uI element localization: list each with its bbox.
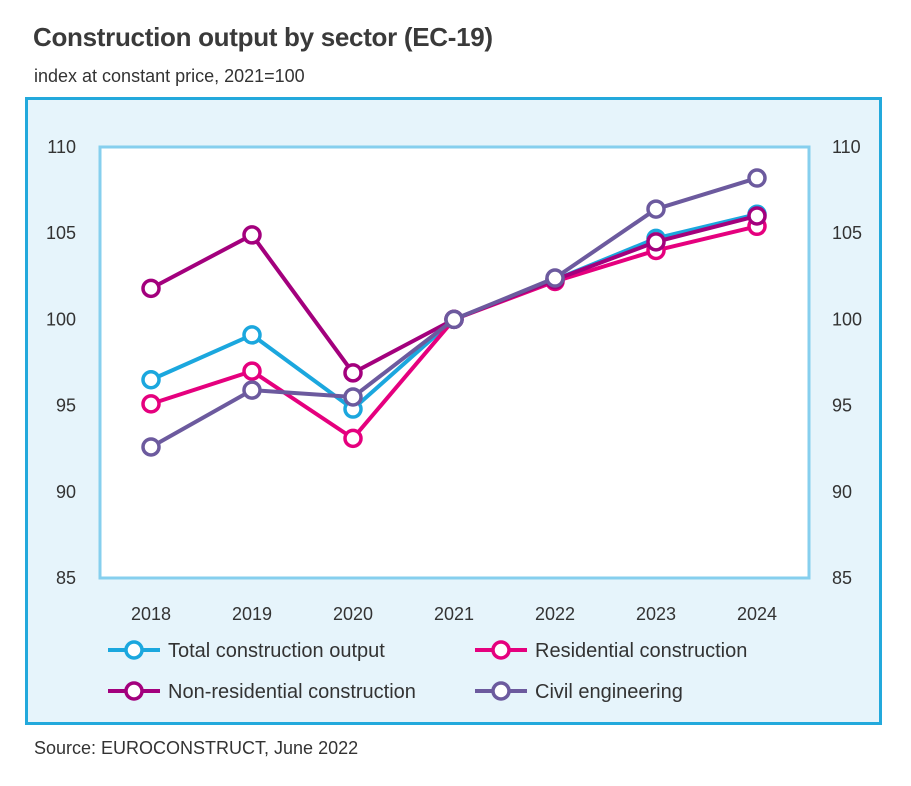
data-point	[444, 309, 464, 330]
y-tick-label-right: 95	[832, 396, 852, 416]
data-point	[242, 380, 262, 400]
y-tick-label-left: 90	[56, 482, 76, 502]
x-tick-label: 2020	[333, 604, 373, 624]
legend-item: Non-residential construction	[108, 681, 416, 703]
x-tick-label: 2022	[535, 604, 575, 624]
x-tick-label: 2021	[434, 604, 474, 624]
data-point	[343, 428, 363, 449]
legend-marker	[491, 640, 511, 660]
series-lines	[141, 168, 767, 457]
data-point	[141, 278, 161, 299]
data-point	[646, 232, 666, 252]
legend-label: Residential construction	[535, 640, 747, 662]
legend-label: Non-residential construction	[168, 681, 416, 703]
x-tick-label: 2023	[636, 604, 676, 624]
data-point	[747, 168, 767, 188]
data-point	[141, 437, 161, 457]
legend: Total construction output Residential con…	[108, 640, 747, 703]
data-point	[242, 225, 262, 245]
legend-label: Total construction output	[168, 640, 385, 662]
y-tick-label-left: 105	[46, 223, 76, 243]
data-point	[545, 268, 565, 288]
y-tick-label-left: 110	[47, 137, 76, 157]
x-tick-label: 2018	[131, 604, 171, 624]
y-axis-left: 85 90 95 100 105 110	[46, 137, 76, 588]
x-tick-label: 2024	[737, 604, 777, 624]
chart-title: Construction output by sector (EC-19)	[33, 22, 493, 52]
data-point	[343, 363, 363, 383]
data-point	[141, 394, 161, 414]
data-point	[747, 206, 767, 226]
x-tick-label: 2019	[232, 604, 272, 624]
plot-area	[98, 145, 811, 580]
y-tick-label-right: 105	[832, 223, 862, 243]
legend-marker	[124, 681, 144, 701]
legend-marker	[491, 681, 511, 701]
y-tick-label-right: 100	[832, 309, 862, 329]
y-tick-label-left: 85	[56, 568, 76, 588]
legend-label: Civil engineering	[535, 681, 683, 703]
y-tick-label-left: 95	[56, 396, 76, 416]
y-tick-label-right: 85	[832, 568, 852, 588]
series-civil-engineering	[141, 168, 767, 457]
y-tick-label-right: 90	[832, 482, 852, 502]
data-point	[242, 361, 262, 381]
legend-item: Total construction output	[108, 640, 385, 662]
source-note: Source: EUROCONSTRUCT, June 2022	[34, 738, 359, 758]
y-tick-label-right: 110	[832, 137, 861, 157]
y-tick-label-left: 100	[46, 309, 76, 329]
y-axis-right: 85 90 95 100 105 110	[832, 137, 862, 588]
legend-item: Civil engineering	[475, 681, 683, 703]
legend-marker	[124, 640, 144, 660]
data-point	[343, 387, 363, 407]
legend-item: Residential construction	[475, 640, 747, 662]
x-axis: 2018 2019 2020 2021 2022 2023 2024	[131, 604, 777, 624]
data-point	[141, 369, 161, 390]
data-point	[646, 199, 666, 219]
chart-subtitle: index at constant price, 2021=100	[34, 66, 305, 86]
data-point	[242, 325, 262, 345]
